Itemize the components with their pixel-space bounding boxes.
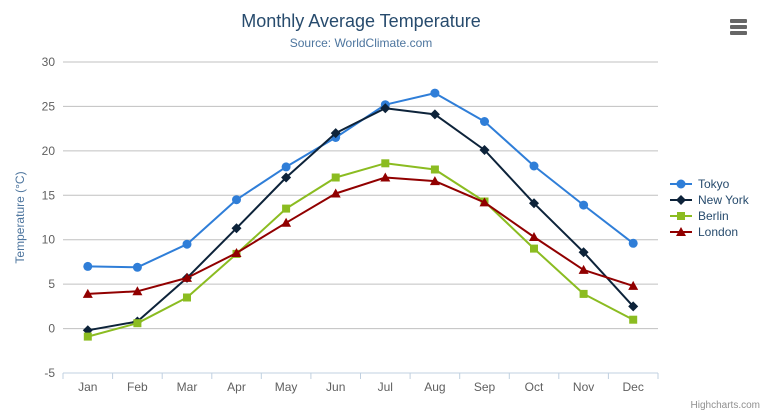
data-point-tokyo-oct[interactable] — [529, 161, 539, 171]
data-point-tokyo-jan[interactable] — [83, 261, 93, 271]
legend-label-berlin: Berlin — [698, 209, 729, 223]
x-tick-label: May — [275, 380, 298, 394]
context-menu-button[interactable] — [730, 17, 750, 39]
data-point-london-jul[interactable] — [380, 172, 391, 182]
data-point-berlin-jan[interactable] — [83, 332, 92, 341]
legend-symbol-london — [676, 227, 686, 236]
y-axis-title: Temperature (°C) — [13, 171, 27, 263]
y-tick-label: 25 — [42, 99, 56, 113]
data-point-london-sep[interactable] — [479, 197, 490, 207]
legend: Tokyo New York Berlin London — [669, 176, 749, 240]
x-tick-label: Sep — [474, 380, 496, 394]
x-tick-label: Jan — [78, 380, 97, 394]
legend-marker-square — [670, 212, 692, 220]
data-point-tokyo-apr[interactable] — [232, 195, 241, 205]
x-tick-label: Mar — [177, 380, 198, 394]
data-point-berlin-oct[interactable] — [530, 244, 538, 253]
legend-item-tokyo[interactable]: Tokyo — [669, 176, 749, 192]
data-point-tokyo-sep[interactable] — [480, 117, 489, 126]
data-point-berlin-dec[interactable] — [629, 315, 638, 324]
data-point-new-york-apr[interactable] — [231, 223, 242, 234]
legend-marker-circle — [670, 179, 692, 189]
x-tick-label: Apr — [227, 380, 246, 394]
data-point-london-feb[interactable] — [132, 286, 143, 296]
y-tick-label: 20 — [42, 144, 56, 158]
data-point-london-dec[interactable] — [628, 280, 639, 290]
chart-subtitle: Source: WorldClimate.com — [289, 36, 433, 50]
legend-item-berlin[interactable]: Berlin — [669, 208, 749, 224]
data-point-tokyo-nov[interactable] — [579, 200, 589, 210]
series-line-new-york[interactable] — [87, 107, 634, 332]
data-point-new-york-oct[interactable] — [529, 198, 539, 209]
data-point-london-mar[interactable] — [182, 272, 192, 282]
data-point-london-aug[interactable] — [429, 176, 440, 186]
credits-link[interactable]: Highcharts.com — [690, 400, 760, 411]
y-tick-label: 30 — [42, 55, 56, 69]
data-point-new-york-sep[interactable] — [479, 145, 490, 155]
data-point-tokyo-aug[interactable] — [430, 88, 440, 98]
data-point-berlin-jul[interactable] — [381, 159, 390, 168]
legend-label-tokyo: Tokyo — [698, 177, 730, 191]
data-point-berlin-feb[interactable] — [133, 319, 142, 328]
data-point-tokyo-dec[interactable] — [628, 238, 638, 248]
data-point-tokyo-may[interactable] — [281, 162, 291, 172]
x-tick-label: Nov — [573, 380, 594, 394]
x-tick-label: Jul — [378, 380, 393, 394]
y-tick-label: 10 — [42, 233, 56, 247]
data-point-berlin-aug[interactable] — [430, 165, 439, 174]
hamburger-menu-icon — [730, 19, 750, 35]
x-tick-label: Dec — [623, 380, 644, 394]
data-point-london-oct[interactable] — [529, 232, 539, 241]
data-point-tokyo-mar[interactable] — [182, 239, 192, 249]
legend-symbol-tokyo — [676, 179, 686, 189]
series-line-london[interactable] — [87, 176, 634, 295]
y-tick-label: 5 — [48, 277, 55, 291]
legend-label-london: London — [698, 225, 739, 239]
y-tick-label: 15 — [42, 188, 56, 202]
data-point-new-york-jul[interactable] — [380, 103, 391, 114]
data-point-tokyo-feb[interactable] — [132, 262, 142, 272]
data-point-berlin-may[interactable] — [282, 204, 291, 213]
legend-symbol-berlin — [677, 212, 685, 220]
legend-item-new-york[interactable]: New York — [669, 192, 749, 208]
y-tick-label: 0 — [48, 322, 55, 336]
chart-title: Monthly Average Temperature — [241, 11, 481, 31]
series-line-tokyo[interactable] — [87, 92, 634, 269]
x-tick-label: Aug — [424, 380, 445, 394]
x-tick-label: Oct — [525, 380, 544, 394]
data-point-london-apr[interactable] — [231, 248, 242, 257]
legend-label-new-york: New York — [698, 193, 749, 207]
data-point-new-york-aug[interactable] — [429, 109, 440, 120]
data-point-london-nov[interactable] — [578, 264, 589, 274]
data-point-london-may[interactable] — [281, 217, 292, 227]
data-point-new-york-nov[interactable] — [578, 247, 589, 258]
legend-symbol-new-york — [676, 195, 686, 205]
x-tick-label: Feb — [127, 380, 148, 394]
data-point-london-jun[interactable] — [330, 188, 341, 198]
data-point-london-jan[interactable] — [82, 288, 93, 298]
data-point-new-york-may[interactable] — [281, 172, 292, 183]
data-point-berlin-mar[interactable] — [183, 293, 191, 302]
legend-marker-diamond — [670, 195, 692, 205]
legend-marker-triangle — [670, 227, 692, 236]
data-point-new-york-jun[interactable] — [330, 128, 341, 139]
data-point-new-york-dec[interactable] — [628, 301, 639, 312]
y-tick-label: -5 — [44, 366, 55, 380]
legend-item-london[interactable]: London — [669, 224, 749, 240]
x-tick-label: Jun — [326, 380, 345, 394]
data-point-berlin-jun[interactable] — [331, 173, 340, 182]
data-point-berlin-nov[interactable] — [579, 289, 588, 298]
series-line-berlin[interactable] — [87, 162, 634, 338]
